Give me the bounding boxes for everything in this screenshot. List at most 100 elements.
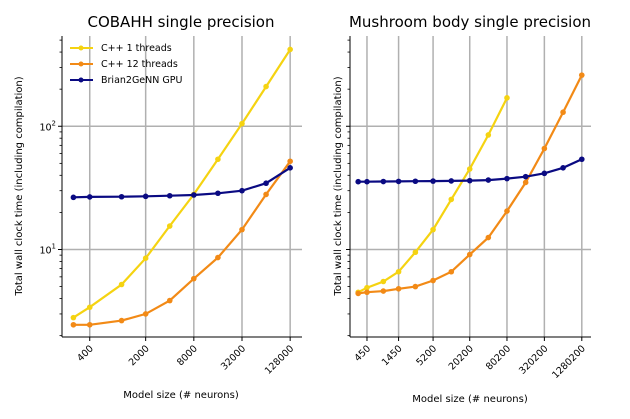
data-point (485, 234, 492, 241)
data-point (239, 187, 245, 194)
data-point (215, 156, 221, 163)
grid (62, 36, 302, 337)
data-point (166, 223, 173, 229)
data-point (70, 321, 77, 328)
axes (58, 36, 302, 341)
data-point (86, 194, 93, 200)
data-point (485, 132, 492, 138)
data-point (355, 290, 361, 297)
data-point (430, 178, 436, 184)
data-point (263, 83, 269, 90)
data-point (448, 268, 455, 275)
data-point (466, 177, 473, 184)
data-point (412, 178, 419, 185)
x-tick-label: 128000 (263, 343, 296, 376)
x-tick-label: 5200 (414, 343, 439, 368)
data-point (448, 196, 455, 203)
y-axis-label: Total wall clock time (including compila… (333, 76, 344, 296)
tick-labels: 450 1450 5200 20200 80200 320200 1280200 (352, 343, 587, 381)
x-tick-label: 450 (352, 343, 373, 364)
data-point (560, 165, 566, 171)
data-point (412, 249, 419, 256)
data-point (448, 178, 455, 184)
data-point (166, 297, 173, 304)
data-point (118, 193, 125, 200)
data-point (142, 311, 149, 317)
data-point (560, 109, 566, 116)
y-tick-label: 102 (39, 119, 56, 133)
data-point (263, 180, 269, 187)
chart-title: Mushroom body single precision (349, 13, 591, 31)
data-point (395, 178, 402, 185)
data-point (263, 191, 269, 198)
y-axis-label: Total wall clock time (including compila… (14, 76, 25, 296)
data-point (70, 314, 77, 321)
data-point (86, 321, 93, 328)
x-axis-label: Model size (# neurons) (412, 394, 528, 405)
series-group (70, 46, 293, 328)
data-point (166, 192, 173, 199)
data-point (578, 72, 585, 78)
data-point (215, 190, 221, 197)
data-point (380, 278, 387, 285)
data-point (466, 166, 473, 172)
data-point (191, 275, 197, 282)
data-point (430, 226, 436, 233)
x-tick-label: 8000 (175, 343, 200, 368)
y-tick-exponent: 1 (52, 243, 56, 251)
data-point (466, 251, 473, 258)
data-point (142, 255, 149, 262)
data-point (364, 178, 370, 185)
x-tick-label: 20200 (447, 343, 476, 372)
data-point (380, 178, 387, 185)
x-tick-label: 1280200 (550, 343, 588, 381)
axes (346, 36, 591, 341)
legend: C++ 1 threads C++ 12 threads Brian2GeNN … (70, 43, 182, 86)
data-point (522, 173, 529, 180)
data-point (215, 254, 221, 261)
x-tick-label: 2000 (127, 343, 152, 368)
grid (350, 36, 591, 337)
data-point (287, 165, 293, 171)
data-point (412, 283, 419, 290)
data-point (355, 178, 361, 185)
data-point (504, 208, 510, 214)
legend-entry: C++ 12 threads (70, 59, 178, 70)
x-tick-label: 32000 (219, 343, 248, 372)
legend-label: Brian2GeNN GPU (101, 75, 182, 86)
series-group (355, 72, 585, 297)
data-point (191, 192, 197, 198)
data-point (504, 175, 510, 182)
x-tick-label: 400 (75, 343, 96, 364)
chart-cobahh: COBAHH single precision 400 2000 8000 32000… (14, 13, 302, 401)
x-tick-label: 1450 (380, 343, 405, 368)
data-point (239, 120, 245, 127)
series-line (73, 160, 292, 326)
data-point (541, 145, 548, 152)
data-point (380, 288, 387, 294)
legend-label: C++ 12 threads (101, 59, 178, 70)
data-point (118, 317, 125, 324)
series-line (72, 48, 292, 319)
data-point (578, 156, 585, 163)
chart-title: COBAHH single precision (87, 13, 274, 31)
series-line (73, 166, 291, 199)
x-axis-label: Model size (# neurons) (123, 390, 239, 401)
legend-entry: Brian2GeNN GPU (70, 75, 182, 86)
data-point (287, 158, 293, 165)
data-point (70, 194, 77, 201)
series-line (357, 97, 508, 294)
data-point (485, 177, 492, 183)
data-point (364, 284, 370, 291)
data-point (430, 277, 436, 284)
data-point (522, 179, 529, 186)
data-point (86, 304, 93, 311)
data-point (142, 193, 149, 200)
data-point (504, 95, 510, 101)
legend-label: C++ 1 threads (101, 43, 172, 54)
y-tick-label: 101 (39, 243, 56, 257)
data-point (395, 268, 402, 275)
tick-labels: 400 2000 8000 32000 128000 101 102 (39, 119, 296, 377)
chart-mushroom-body: Mushroom body single precision 450 1450 52… (333, 13, 591, 405)
